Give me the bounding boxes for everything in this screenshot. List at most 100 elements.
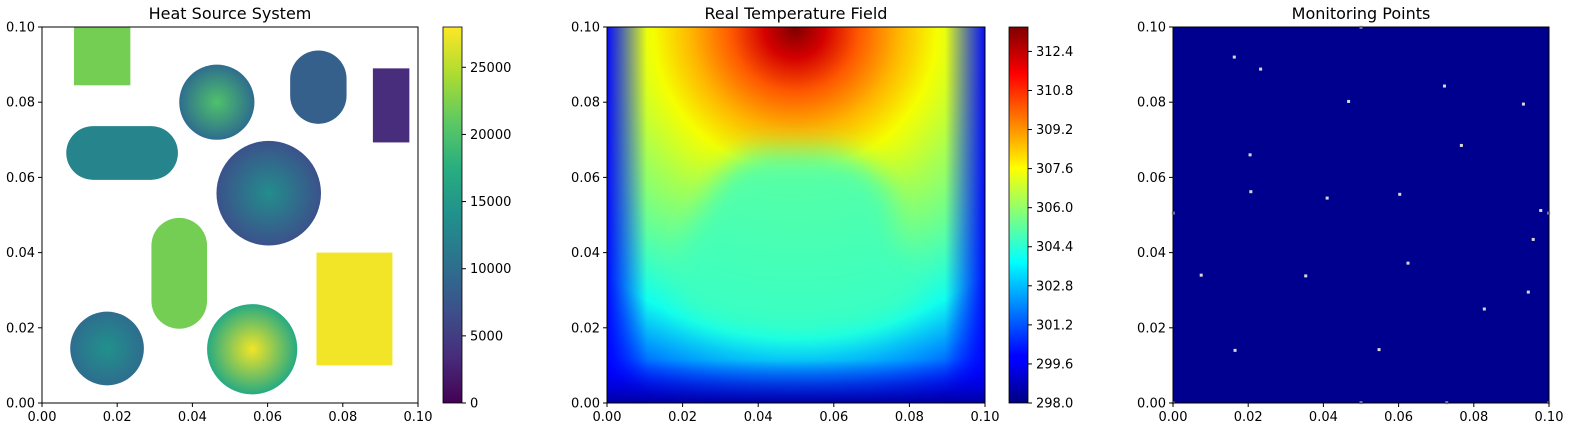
panel-3-title: Monitoring Points: [1292, 4, 1431, 23]
field-edge-bottom: [607, 360, 985, 403]
y-tick-label: 0.02: [571, 321, 600, 336]
colorbar-tick-label: 25000: [470, 61, 511, 76]
colorbar-2-ticks: 298.0 299.6 301.2 302.8 304.4 306.0 307.6 309.2…: [1028, 45, 1073, 412]
colorbar-tick-label: 309.2: [1036, 123, 1073, 138]
colorbar-viridis: [442, 26, 463, 404]
y-tick-label: 0.10: [1137, 21, 1166, 36]
heat-sources: [66, 27, 410, 395]
colorbar-tick-label: 301.2: [1036, 318, 1073, 333]
heat-source-rect: [372, 68, 410, 143]
heat-source-circle: [216, 140, 321, 246]
y-tick-label: 0.02: [1137, 321, 1166, 336]
field-edge-right: [945, 27, 985, 403]
panel-3-plot-area: [1173, 27, 1549, 403]
panel-1-axes: 0.00 0.02 0.04 0.06 0.08 0.10 0.00 0.02 0.04 0.06…: [6, 21, 432, 426]
heat-source-stadium: [66, 126, 178, 180]
y-tick-label: 0.04: [1137, 246, 1166, 261]
colorbar-tick-label: 0: [470, 397, 478, 412]
x-tick-label: 0.10: [404, 410, 433, 425]
panel-3-frame: [1172, 26, 1550, 404]
x-tick-label: 0.10: [971, 410, 1000, 425]
monitoring-point: [1259, 67, 1263, 71]
monitoring-point: [1459, 143, 1463, 147]
colorbar-tick-label: 307.6: [1036, 162, 1073, 177]
x-tick-label: 0.08: [328, 410, 357, 425]
panel-2-title: Real Temperature Field: [705, 4, 888, 23]
monitoring-point: [1531, 237, 1535, 241]
temperature-field: [607, 27, 985, 403]
y-tick-label: 0.06: [571, 171, 600, 186]
y-tick-label: 0.04: [571, 246, 600, 261]
y-tick-label: 0.02: [6, 321, 35, 336]
heat-source-rect: [316, 252, 393, 366]
monitoring-point: [1377, 348, 1381, 352]
monitoring-point: [1482, 307, 1486, 311]
panel-2-frame: [606, 26, 986, 404]
x-tick-label: 0.04: [1309, 410, 1338, 425]
panel-3-axes: 0.00 0.02 0.04 0.06 0.08 0.10 0.00 0.02 0.04 0.06…: [1137, 21, 1563, 426]
x-tick-label: 0.04: [178, 410, 207, 425]
heat-source-rect: [73, 27, 131, 86]
panel-heat-source: Heat Source System 0.00 0.02 0.04 0.06 0.08 0…: [6, 4, 511, 425]
y-tick-label: 0.10: [6, 21, 35, 36]
y-tick-label: 0.00: [6, 397, 35, 412]
x-tick-label: 0.00: [1159, 410, 1188, 425]
y-tick-label: 0.06: [1137, 171, 1166, 186]
colorbar-tick-label: 10000: [470, 262, 511, 277]
monitoring-point: [1539, 208, 1543, 212]
colorbar-tick-label: 306.0: [1036, 201, 1073, 216]
monitoring-point: [1406, 261, 1410, 265]
colorbar-tick-label: 5000: [470, 329, 503, 344]
heat-source-circle: [70, 311, 144, 386]
panel-1-frame: [41, 26, 419, 404]
field-plateau: [675, 150, 920, 335]
monitoring-point: [1521, 102, 1525, 106]
x-tick-label: 0.10: [1535, 410, 1564, 425]
heat-source-stadium: [290, 50, 347, 124]
colorbar-tick-label: 304.4: [1036, 240, 1073, 255]
colorbar-1-ticks: 0 5000 10000 15000 20000 25000: [462, 61, 511, 412]
monitoring-point: [1248, 153, 1252, 157]
monitoring-point: [1249, 190, 1253, 194]
y-tick-label: 0.04: [6, 246, 35, 261]
monitoring-point: [1199, 273, 1203, 277]
colorbar-tick-label: 310.8: [1036, 84, 1073, 99]
x-tick-label: 0.00: [28, 410, 57, 425]
colorbar-tick-label: 15000: [470, 195, 511, 210]
panel-temperature-field: Real Temperature Field 0.00 0.02 0.04 0.06 0…: [571, 4, 1073, 425]
x-tick-label: 0.02: [1234, 410, 1263, 425]
monitoring-point: [1526, 290, 1530, 294]
x-tick-label: 0.02: [103, 410, 132, 425]
monitoring-point: [1304, 274, 1308, 278]
x-tick-label: 0.08: [895, 410, 924, 425]
colorbar-tick-label: 298.0: [1036, 397, 1073, 412]
field-edge-left: [607, 27, 647, 403]
x-tick-label: 0.06: [1384, 410, 1413, 425]
y-tick-label: 0.08: [1137, 96, 1166, 111]
x-tick-label: 0.00: [593, 410, 622, 425]
colorbar-jet: [1008, 26, 1029, 404]
y-tick-label: 0.08: [6, 96, 35, 111]
monitoring-point: [1347, 99, 1351, 103]
heat-source-circle: [207, 304, 298, 395]
monitoring-point: [1442, 84, 1446, 88]
panel-2-axes: 0.00 0.02 0.04 0.06 0.08 0.10 0.00 0.02 0.04 0.06…: [571, 21, 999, 426]
heat-source-stadium: [151, 217, 208, 329]
x-tick-label: 0.06: [819, 410, 848, 425]
panel-monitoring-points: Monitoring Points 0.00 0.02 0.04 0.06 0.08 0.…: [1137, 4, 1563, 425]
x-tick-label: 0.08: [1459, 410, 1488, 425]
x-tick-label: 0.02: [668, 410, 697, 425]
monitoring-point: [1233, 348, 1237, 352]
monitoring-point: [1398, 192, 1402, 196]
y-tick-label: 0.00: [571, 397, 600, 412]
monitoring-point: [1325, 196, 1329, 200]
colorbar-tick-label: 312.4: [1036, 45, 1073, 60]
y-tick-label: 0.00: [1137, 397, 1166, 412]
colorbar-tick-label: 302.8: [1036, 279, 1073, 294]
monitoring-point: [1232, 55, 1236, 59]
y-tick-label: 0.06: [6, 171, 35, 186]
panel-1-title: Heat Source System: [149, 4, 312, 23]
x-tick-label: 0.04: [744, 410, 773, 425]
y-tick-label: 0.08: [571, 96, 600, 111]
